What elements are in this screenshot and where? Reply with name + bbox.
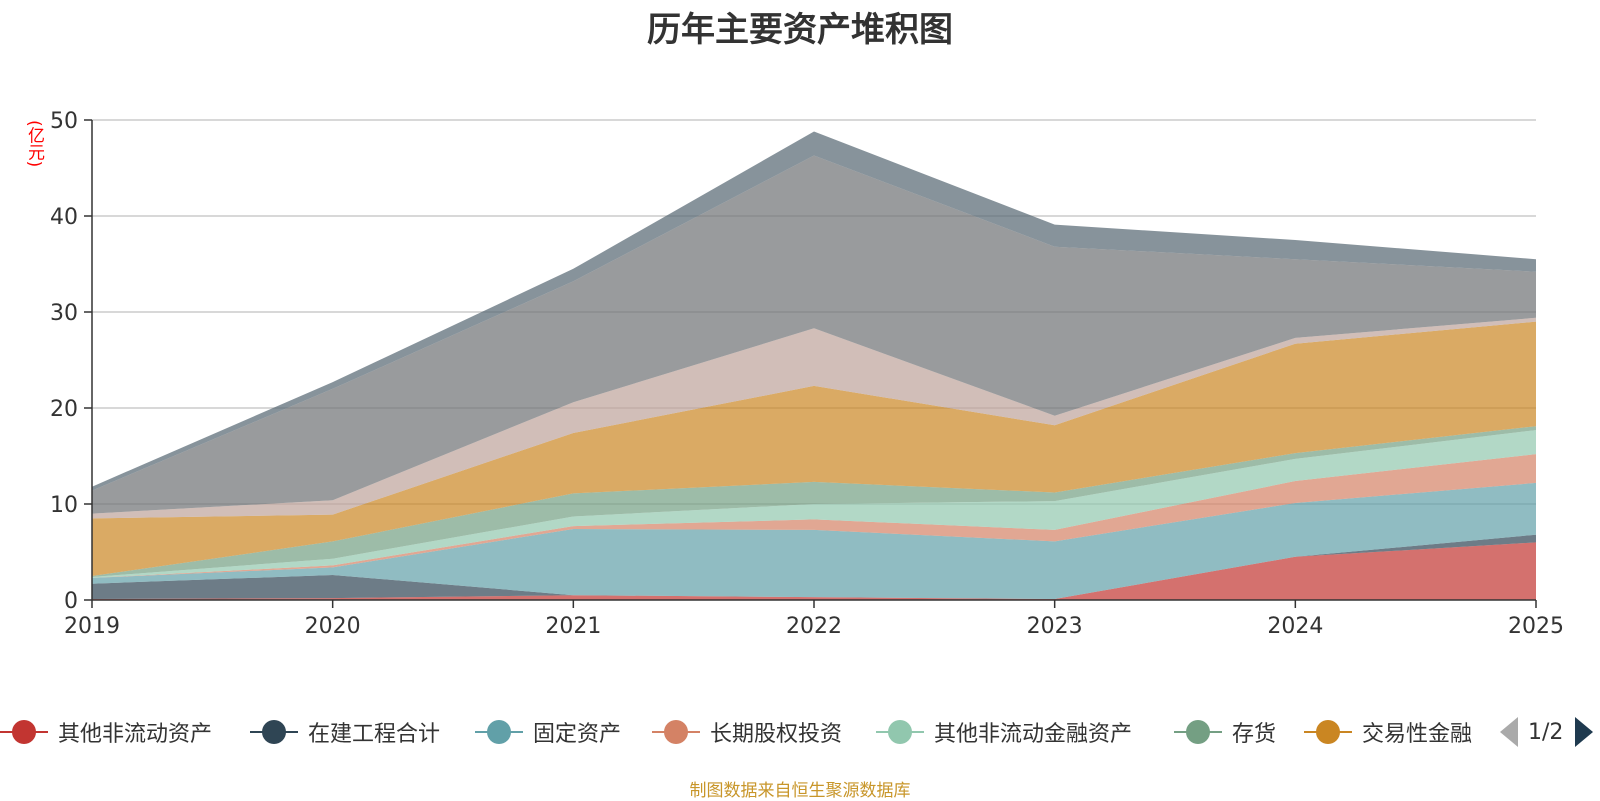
- y-tick-label-50: 50: [50, 109, 78, 134]
- y-tick-label-20: 20: [50, 397, 78, 422]
- legend-symbol: [475, 719, 523, 745]
- y-tick-label-10: 10: [50, 493, 78, 518]
- legend-item-inventory[interactable]: 存货: [1174, 712, 1276, 752]
- legend-pager: 1/2: [1500, 712, 1594, 752]
- source-note: 制图数据来自恒生聚源数据库: [689, 781, 911, 801]
- legend-item-fixed-assets[interactable]: 固定资产: [475, 712, 621, 752]
- area-series-3: [92, 454, 1536, 578]
- legend-symbol: [1304, 719, 1352, 745]
- x-tick-label-2023: 2023: [1027, 614, 1083, 639]
- legend-symbol: [1174, 719, 1222, 745]
- x-tick-label-2022: 2022: [786, 614, 842, 639]
- legend-label: 在建工程合计: [308, 722, 441, 747]
- legend-symbol: [0, 719, 48, 745]
- axis-layer: 0 10 20 30 40 50 2019 2020 2021 2022 2023 2024 2025: [50, 109, 1564, 639]
- y-tick-label-30: 30: [50, 301, 78, 326]
- area-series-8: [92, 155, 1536, 514]
- x-tick-label-2024: 2024: [1267, 614, 1323, 639]
- legend-item-construction-in-progress[interactable]: 在建工程合计: [250, 712, 440, 752]
- area-series-7: [92, 317, 1536, 519]
- y-tick-label-0: 0: [64, 589, 78, 614]
- legend-page-indicator: 1/2: [1528, 719, 1564, 745]
- legend-label: 其他非流动资产: [58, 722, 213, 747]
- chart-title: 历年主要资产堆积图: [647, 10, 953, 50]
- legend-symbol: [652, 719, 700, 745]
- legend-item-other-noncurrent-assets[interactable]: 其他非流动资产: [0, 712, 212, 752]
- x-tick-label-2019: 2019: [64, 614, 120, 639]
- legend-symbol: [876, 719, 924, 745]
- legend-item-other-noncurrent-financial-assets[interactable]: 其他非流动金融资产: [876, 712, 1132, 752]
- y-tick-label-40: 40: [50, 205, 78, 230]
- x-tick-label-2025: 2025: [1508, 614, 1564, 639]
- area-series-2: [92, 482, 1536, 599]
- legend-label: 存货: [1232, 722, 1277, 747]
- legend: 其他非流动资产 在建工程合计 固定资产 长期股权投资 其他非流动金融资产 存货 …: [0, 712, 1600, 752]
- legend-symbol: [250, 719, 298, 745]
- area-layer: [92, 131, 1536, 600]
- legend-next-page-icon[interactable]: [1575, 717, 1594, 747]
- area-series-0: [92, 542, 1536, 600]
- area-series-6: [92, 321, 1536, 576]
- legend-item-long-term-equity-investment[interactable]: 长期股权投资: [652, 712, 842, 752]
- legend-item-trading-financial-assets[interactable]: 交易性金融: [1304, 712, 1472, 752]
- x-tick-label-2020: 2020: [305, 614, 361, 639]
- area-series-5: [92, 426, 1536, 577]
- legend-prev-page-icon[interactable]: [1500, 717, 1518, 747]
- legend-label: 固定资产: [533, 722, 622, 747]
- legend-label: 长期股权投资: [710, 722, 843, 747]
- x-tick-label-2021: 2021: [545, 614, 601, 639]
- y-axis-unit-label: (亿元): [24, 120, 44, 168]
- legend-label: 交易性金融: [1362, 722, 1473, 747]
- legend-label: 其他非流动金融资产: [934, 722, 1133, 747]
- area-series-1: [92, 534, 1536, 599]
